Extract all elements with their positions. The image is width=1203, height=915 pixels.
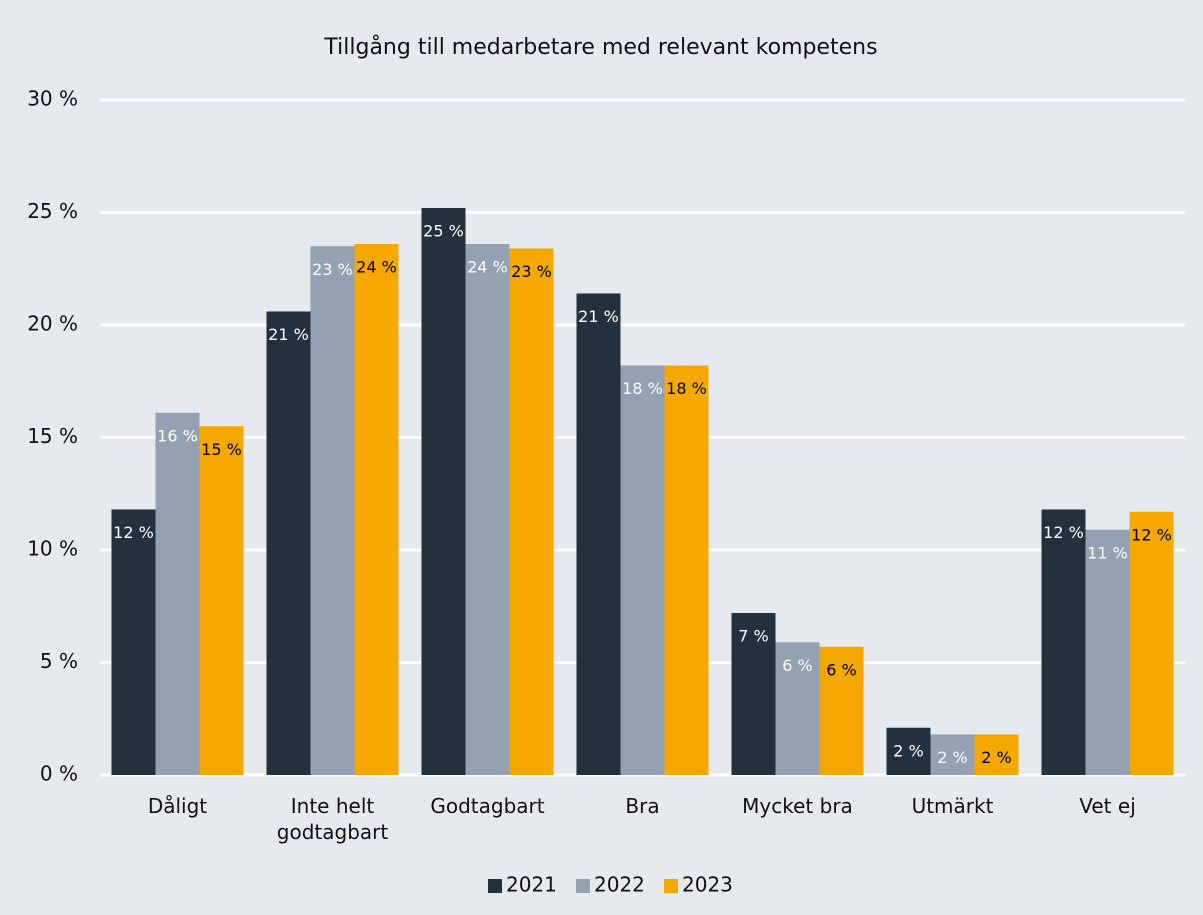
bar <box>155 412 200 775</box>
y-tick-label: 0 % <box>40 762 78 786</box>
y-tick-label: 15 % <box>27 424 78 448</box>
data-label: 23 % <box>312 260 353 279</box>
data-label: 11 % <box>1087 543 1128 562</box>
legend-swatch <box>576 879 590 893</box>
bar <box>576 293 621 775</box>
bar <box>509 248 554 775</box>
data-label: 18 % <box>666 379 707 398</box>
chart-title: Tillgång till medarbetare med relevant k… <box>323 34 877 60</box>
legend-label: 2022 <box>594 873 645 897</box>
bar <box>974 734 1019 775</box>
bar <box>310 246 355 775</box>
data-label: 7 % <box>738 627 768 646</box>
x-tick-label: Vet ej <box>1079 794 1136 818</box>
bar <box>465 244 510 775</box>
x-tick-label: Bra <box>625 794 660 818</box>
data-label: 25 % <box>423 222 464 241</box>
bar <box>1085 529 1130 775</box>
x-tick-label: Mycket bra <box>742 794 853 818</box>
data-label: 24 % <box>467 258 508 277</box>
legend-swatch <box>488 879 502 893</box>
y-tick-label: 25 % <box>27 199 78 223</box>
bar <box>819 646 864 775</box>
data-label: 21 % <box>578 307 619 326</box>
bar <box>266 311 311 775</box>
bar <box>930 734 975 775</box>
bar <box>731 613 776 775</box>
bar <box>664 365 709 775</box>
x-tick-label: Dåligt <box>147 794 208 818</box>
y-tick-label: 5 % <box>40 649 78 673</box>
x-tick-label: Godtagbart <box>430 794 545 818</box>
bar <box>620 365 665 775</box>
data-label: 21 % <box>268 325 309 344</box>
bar <box>354 244 399 775</box>
data-label: 23 % <box>511 262 552 281</box>
legend-label: 2021 <box>506 873 557 897</box>
data-label: 24 % <box>356 258 397 277</box>
bar <box>1041 509 1086 775</box>
y-tick-label: 30 % <box>27 87 78 111</box>
data-label: 12 % <box>1043 523 1084 542</box>
data-label: 6 % <box>782 656 812 675</box>
data-label: 15 % <box>201 440 242 459</box>
data-label: 18 % <box>622 379 663 398</box>
bar <box>111 509 156 775</box>
data-label: 6 % <box>826 660 856 679</box>
legend-swatch <box>664 879 678 893</box>
bar <box>1129 511 1174 775</box>
legend-label: 2023 <box>682 873 733 897</box>
data-label: 12 % <box>113 523 154 542</box>
bar <box>775 642 820 775</box>
x-tick-label: Inte helt godtagbart <box>276 794 389 844</box>
bar <box>199 426 244 775</box>
y-tick-label: 10 % <box>27 537 78 561</box>
data-label: 12 % <box>1131 525 1172 544</box>
bar <box>886 727 931 775</box>
data-label: 16 % <box>157 426 198 445</box>
data-label: 2 % <box>937 748 967 767</box>
data-label: 2 % <box>981 748 1011 767</box>
data-label: 2 % <box>893 741 923 760</box>
x-tick-label: Utmärkt <box>911 794 994 818</box>
bar <box>421 208 466 775</box>
y-tick-label: 20 % <box>27 312 78 336</box>
